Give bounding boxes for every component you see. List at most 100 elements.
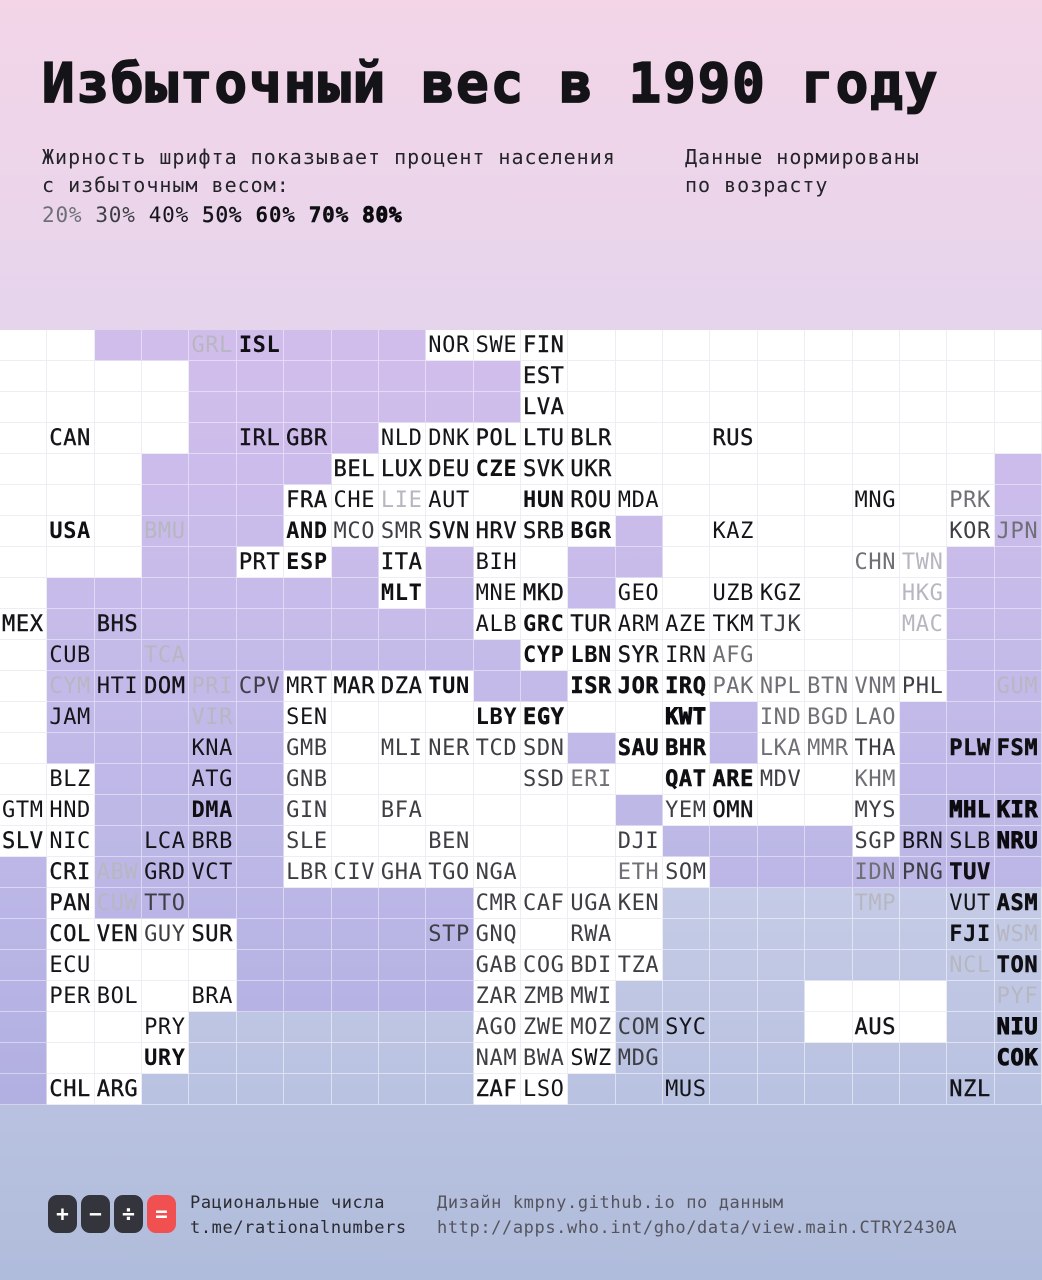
country-label-SVK: SVK — [522, 457, 565, 482]
map-cell: BFA — [378, 795, 427, 826]
country-label-GAB: GAB — [475, 953, 518, 978]
map-cell — [947, 392, 995, 423]
map-cell — [663, 981, 710, 1012]
data-source-link[interactable]: http://apps.who.int/gho/data/view.main.C… — [437, 1218, 958, 1238]
map-cell — [236, 857, 285, 888]
map-cell — [142, 981, 190, 1012]
country-label-NRU: NRU — [996, 829, 1039, 855]
map-cell — [236, 516, 285, 547]
map-cell: EGY — [520, 702, 569, 733]
map-cell: CPV — [236, 671, 285, 702]
map-cell: AUT — [426, 485, 474, 516]
country-label-BRA: BRA — [191, 984, 233, 1009]
map-cell: TWN — [899, 547, 948, 578]
country-label-NPL: NPL — [759, 674, 802, 699]
country-label-TZA: TZA — [617, 953, 660, 978]
map-cell — [284, 1074, 331, 1105]
country-label-THA: THA — [854, 736, 897, 761]
map-cell: DOM — [142, 671, 190, 702]
map-cell: GEO — [615, 578, 664, 609]
map-cell — [805, 547, 853, 578]
country-label-PRK: PRK — [949, 488, 991, 513]
country-label-NOR: NOR — [428, 333, 470, 358]
map-cell: MCO — [331, 516, 379, 547]
map-cell: AGO — [473, 1012, 521, 1043]
map-cell — [47, 485, 95, 516]
map-cell: YEM — [663, 795, 711, 826]
country-label-DNK: DNK — [428, 426, 470, 451]
map-cell — [568, 392, 616, 423]
map-cell: GRC — [520, 609, 569, 640]
map-cell: NGA — [473, 857, 521, 888]
country-label-KOR: KOR — [949, 519, 991, 544]
map-cell: MOZ — [568, 1012, 616, 1043]
map-cell: GMB — [284, 733, 332, 764]
map-cell: SOM — [663, 857, 711, 888]
map-cell — [710, 826, 758, 857]
map-cell — [0, 516, 48, 547]
map-cell: ZAF — [473, 1074, 521, 1105]
map-cell: RUS — [710, 423, 758, 454]
map-cell — [47, 330, 95, 361]
country-label-KEN: KEN — [617, 891, 660, 916]
country-label-TMP: TMP — [854, 891, 897, 916]
country-label-AZE: AZE — [665, 612, 707, 637]
country-label-GHA: GHA — [380, 860, 423, 885]
map-cell — [757, 330, 806, 361]
map-cell — [378, 330, 427, 361]
map-cell — [94, 516, 143, 547]
country-label-URY: URY — [144, 1046, 186, 1071]
map-cell: KHM — [852, 764, 900, 795]
map-cell — [994, 702, 1042, 733]
tile-grid-map: GRL ISL NOR SWE FIN EST LVA CAN IRL GBR NLD DNK POL L… — [0, 330, 1042, 1105]
map-cell: LBY — [473, 702, 521, 733]
map-cell — [236, 919, 285, 950]
subtitle-line-2: с избыточным весом: — [42, 173, 290, 197]
map-cell: IDN — [852, 857, 900, 888]
country-label-ASM: ASM — [996, 891, 1039, 917]
map-cell — [426, 640, 474, 671]
country-label-AGO: AGO — [475, 1015, 518, 1040]
map-cell — [0, 423, 48, 454]
country-label-EST: EST — [522, 364, 565, 389]
country-label-KHM: KHM — [854, 767, 897, 792]
map-cell — [0, 888, 48, 919]
map-cell: STP — [426, 919, 474, 950]
country-label-AFG: AFG — [712, 643, 754, 668]
map-cell — [994, 578, 1042, 609]
subtitle-line-1: Жирность шрифта показывает процент насел… — [42, 145, 616, 169]
country-label-OMN: OMN — [712, 798, 754, 823]
map-cell: COM — [616, 1012, 663, 1043]
country-label-BEL: BEL — [333, 457, 376, 482]
map-cell — [805, 640, 853, 671]
map-cell: DZA — [378, 671, 427, 702]
country-label-MDV: MDV — [759, 767, 802, 792]
country-label-HRV: HRV — [475, 519, 518, 544]
map-cell: VEN — [94, 919, 143, 950]
map-cell — [94, 795, 143, 826]
map-cell: LBN — [568, 640, 616, 671]
country-label-MNE: MNE — [475, 581, 518, 606]
brand-link[interactable]: t.me/rationalnumbers — [190, 1218, 407, 1238]
map-cell — [332, 1012, 379, 1043]
map-cell: ASM — [995, 888, 1042, 919]
country-label-TKM: TKM — [712, 612, 754, 637]
map-cell — [710, 547, 758, 578]
map-cell: CUW — [94, 888, 143, 919]
map-cell: COK — [995, 1043, 1042, 1074]
map-cell — [663, 888, 710, 919]
map-cell — [189, 516, 237, 547]
country-label-TUV: TUV — [949, 860, 991, 886]
country-label-IRQ: IRQ — [665, 674, 707, 700]
map-cell: MDV — [757, 764, 806, 795]
country-label-SWZ: SWZ — [570, 1046, 612, 1071]
map-cell — [332, 1043, 379, 1074]
map-cell — [994, 392, 1042, 423]
country-label-CPV: CPV — [238, 674, 281, 699]
map-cell: CAN — [47, 423, 95, 454]
map-cell — [426, 1012, 473, 1043]
country-label-RWA: RWA — [570, 922, 612, 947]
map-cell — [947, 1012, 994, 1043]
map-cell: PER — [47, 981, 95, 1012]
map-cell — [94, 1012, 143, 1043]
